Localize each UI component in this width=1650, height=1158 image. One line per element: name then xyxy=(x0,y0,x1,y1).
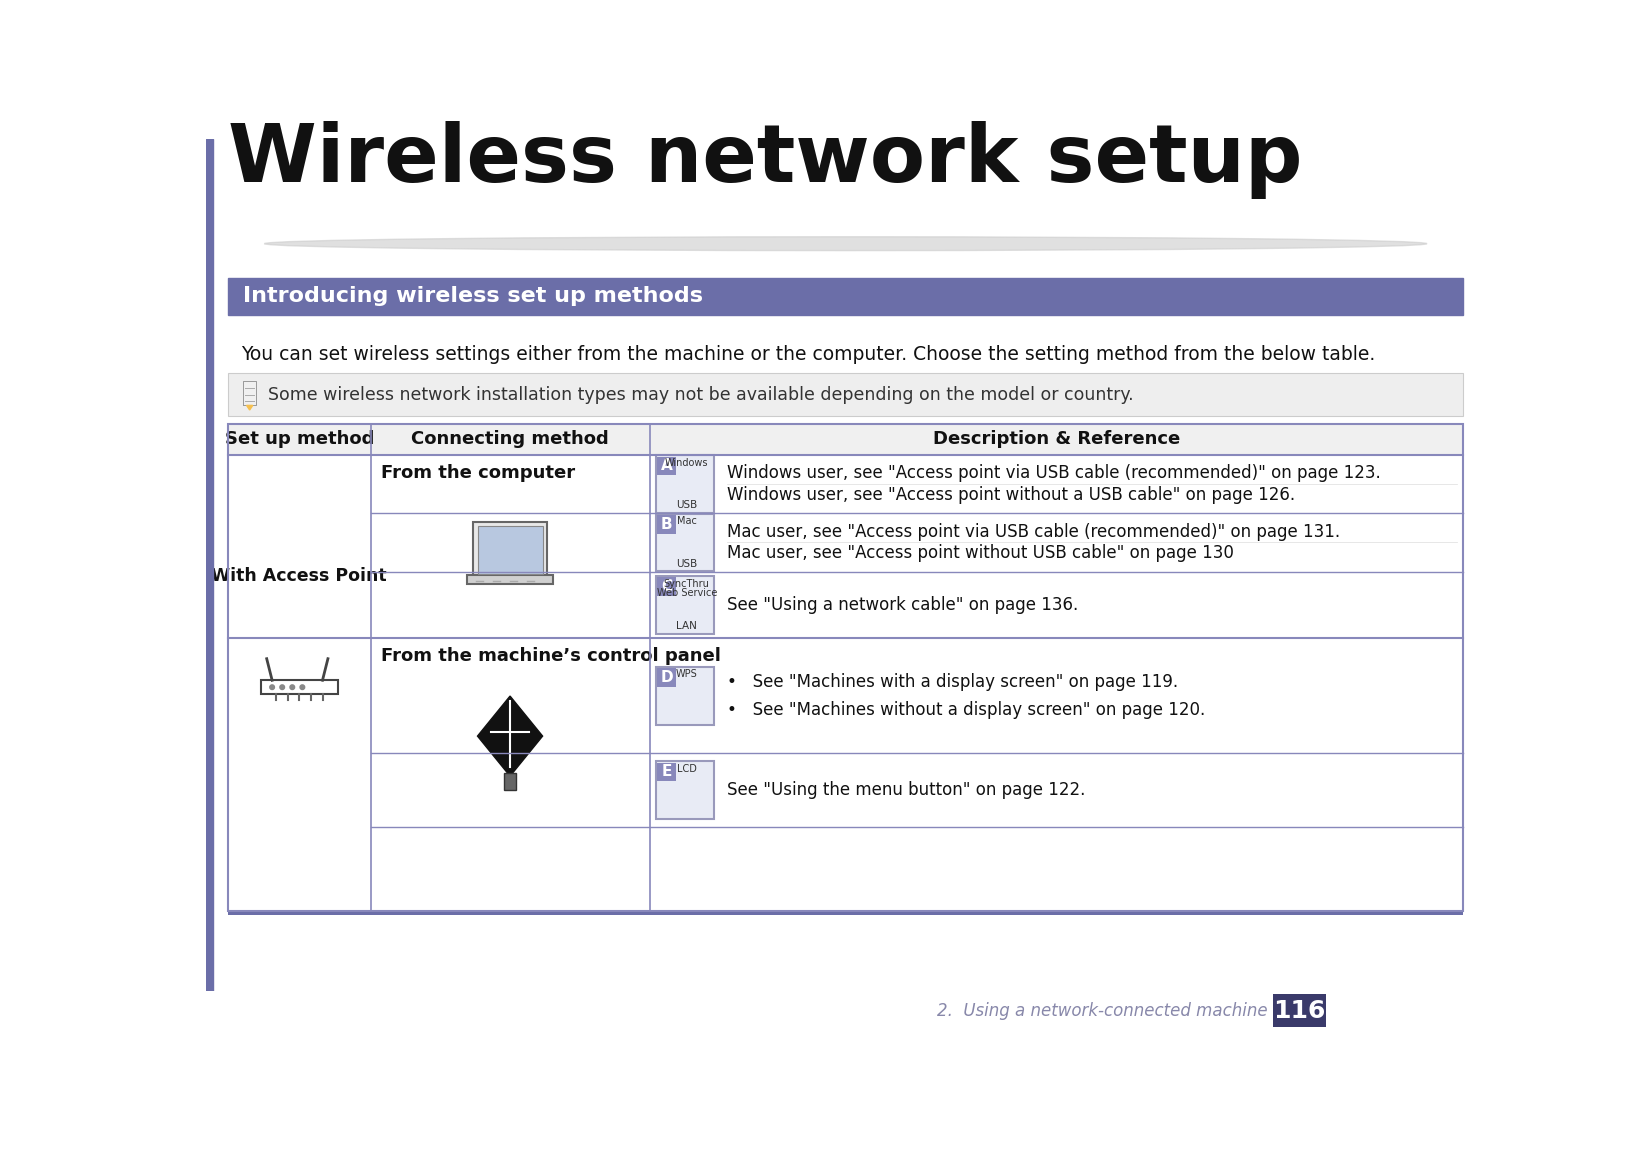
Text: USB: USB xyxy=(676,500,698,510)
Bar xyxy=(228,424,1464,911)
Text: Mac user, see "Access point via USB cable (recommended)" on page 131.: Mac user, see "Access point via USB cabl… xyxy=(728,522,1340,541)
Text: Windows user, see "Access point without a USB cable" on page 126.: Windows user, see "Access point without … xyxy=(728,485,1295,504)
Bar xyxy=(503,774,516,790)
Bar xyxy=(228,424,1464,911)
Bar xyxy=(1274,995,1327,1027)
Bar xyxy=(206,990,1485,1031)
Circle shape xyxy=(300,684,305,689)
Text: Web Service: Web Service xyxy=(657,588,718,598)
Bar xyxy=(655,455,714,513)
Text: You can set wireless settings either from the machine or the computer. Choose th: You can set wireless settings either fro… xyxy=(241,345,1376,365)
Text: E: E xyxy=(662,764,672,779)
Bar xyxy=(228,424,1464,455)
Bar xyxy=(228,278,1464,315)
Text: LCD: LCD xyxy=(676,764,696,774)
Bar xyxy=(261,680,338,694)
Text: Mac user, see "Access point without USB cable" on page 130: Mac user, see "Access point without USB … xyxy=(728,544,1234,563)
Bar xyxy=(655,761,714,819)
Bar xyxy=(206,139,213,1031)
Text: A: A xyxy=(660,459,673,474)
Text: 2.  Using a network-connected machine: 2. Using a network-connected machine xyxy=(937,1002,1267,1019)
Bar xyxy=(477,526,543,574)
Polygon shape xyxy=(244,381,256,405)
Text: •   See "Machines without a display screen" on page 120.: • See "Machines without a display screen… xyxy=(728,701,1204,718)
Circle shape xyxy=(290,684,295,689)
Bar xyxy=(657,515,676,534)
Bar xyxy=(657,578,676,596)
Circle shape xyxy=(280,684,284,689)
Text: See "Using the menu button" on page 122.: See "Using the menu button" on page 122. xyxy=(728,780,1086,799)
Text: From the machine’s control panel: From the machine’s control panel xyxy=(381,647,721,665)
Bar xyxy=(467,574,553,584)
Text: D: D xyxy=(660,670,673,686)
Text: Windows: Windows xyxy=(665,457,708,468)
Polygon shape xyxy=(477,696,543,776)
Text: Description & Reference: Description & Reference xyxy=(932,431,1180,448)
Ellipse shape xyxy=(264,236,1427,250)
Text: USB: USB xyxy=(676,558,698,569)
Text: LAN: LAN xyxy=(676,621,698,631)
Text: Introducing wireless set up methods: Introducing wireless set up methods xyxy=(244,286,703,306)
Text: B: B xyxy=(660,516,673,532)
Bar xyxy=(657,763,676,782)
Bar xyxy=(474,522,548,578)
Text: WPS: WPS xyxy=(676,669,698,680)
Bar xyxy=(228,373,1464,416)
Bar xyxy=(657,456,676,475)
Bar xyxy=(657,668,676,687)
Text: See "Using a network cable" on page 136.: See "Using a network cable" on page 136. xyxy=(728,596,1079,614)
Text: Mac: Mac xyxy=(676,516,696,526)
Circle shape xyxy=(271,684,274,689)
Text: With Access Point: With Access Point xyxy=(211,567,388,585)
Text: Set up method: Set up method xyxy=(224,431,375,448)
Text: Wireless network setup: Wireless network setup xyxy=(228,122,1302,199)
Bar xyxy=(228,911,1464,915)
Text: •   See "Machines with a display screen" on page 119.: • See "Machines with a display screen" o… xyxy=(728,673,1178,691)
Text: From the computer: From the computer xyxy=(381,464,576,482)
Text: SyncThru: SyncThru xyxy=(663,579,710,588)
Text: Connecting method: Connecting method xyxy=(411,431,609,448)
Bar xyxy=(655,576,714,633)
Polygon shape xyxy=(246,405,252,410)
Text: Windows user, see "Access point via USB cable (recommended)" on page 123.: Windows user, see "Access point via USB … xyxy=(728,464,1381,482)
Text: 116: 116 xyxy=(1274,998,1327,1023)
Bar xyxy=(655,513,714,571)
Bar xyxy=(655,667,714,725)
Text: C: C xyxy=(662,579,672,594)
Text: Some wireless network installation types may not be available depending on the m: Some wireless network installation types… xyxy=(269,386,1134,404)
